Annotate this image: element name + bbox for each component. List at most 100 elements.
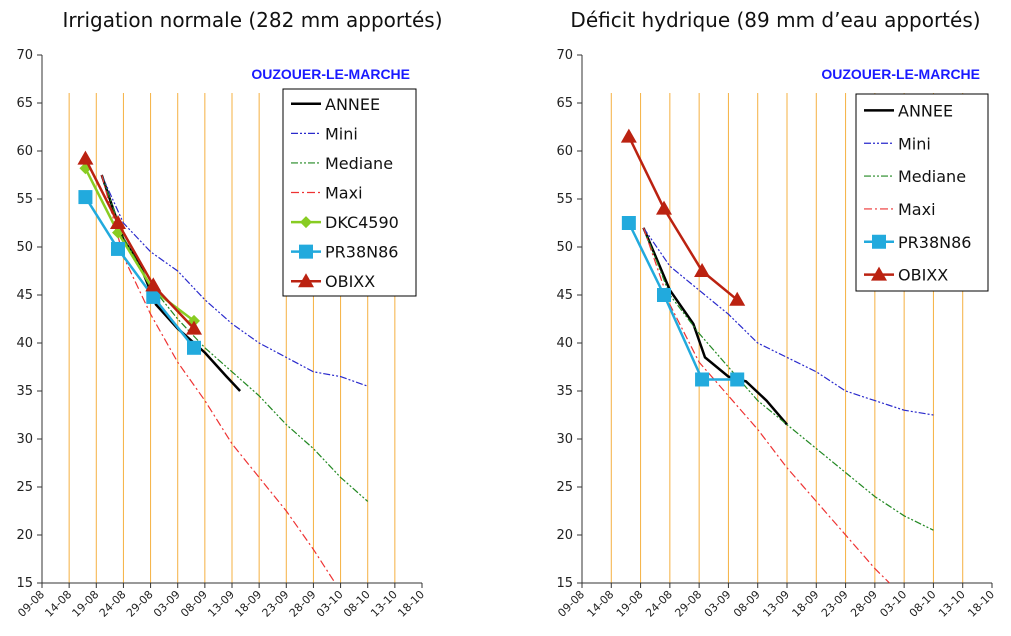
x-tick-label: 29-08: [672, 588, 704, 620]
chart-svg: 15202530354045505560657009-0814-0819-082…: [15, 48, 427, 620]
x-tick-label: 24-08: [97, 588, 129, 620]
point-marker: [186, 320, 202, 335]
y-tick-label: 60: [16, 144, 33, 159]
y-tick-label: 30: [16, 432, 33, 447]
x-tick-label: 08-10: [341, 588, 373, 620]
chart-title: Déficit hydrique (89 mm d’eau apportés): [570, 8, 981, 32]
point-marker: [657, 288, 671, 302]
x-tick-label: 18-09: [232, 588, 264, 620]
legend-label: Mini: [898, 134, 931, 153]
series-line: [101, 174, 368, 387]
x-tick-label: 08-09: [731, 588, 763, 620]
point-marker: [694, 263, 711, 277]
station-label: OUZOUER-LE-MARCHE: [251, 66, 410, 82]
series-line: [642, 227, 890, 584]
chart-svg: 15202530354045505560657009-0814-0819-082…: [555, 48, 997, 620]
point-marker: [77, 150, 94, 165]
point-marker: [730, 372, 745, 387]
x-tick-label: 14-08: [42, 588, 74, 620]
x-tick-label: 29-08: [124, 588, 156, 620]
point-marker: [145, 277, 162, 292]
legend-label: ANNEE: [898, 101, 953, 120]
x-tick-label: 14-08: [585, 588, 617, 620]
point-marker: [187, 340, 201, 355]
series-line: [84, 158, 195, 330]
series-line: [84, 196, 195, 349]
point-marker: [872, 234, 886, 249]
y-tick-label: 35: [16, 384, 33, 399]
legend-box: [282, 88, 417, 297]
y-tick-label: 50: [16, 240, 33, 255]
point-marker: [729, 291, 746, 306]
y-tick-label: 15: [556, 576, 573, 591]
chart-panel-irrigation: Irrigation normale (282 mm apportés) 15 2…: [0, 0, 505, 636]
series-line: [100, 174, 242, 392]
y-tick-label: 70: [16, 48, 33, 63]
x-tick-label: 18-10: [965, 588, 997, 620]
y-tick-label: 65: [556, 96, 573, 111]
x-tick-label: 28-09: [848, 588, 880, 620]
x-tick-label: 03-09: [702, 588, 734, 620]
x-tick-label: 08-10: [907, 588, 939, 620]
legend-label: Mediane: [898, 167, 966, 186]
x-tick-label: 09-08: [555, 588, 587, 620]
point-marker: [621, 216, 636, 230]
legend-label: Mini: [325, 124, 358, 143]
x-tick-label: 19-08: [70, 588, 102, 620]
x-tick-label: 09-08: [15, 588, 47, 620]
y-tick-label: 25: [16, 480, 33, 495]
x-tick-label: 13-10: [936, 588, 968, 620]
point-marker: [111, 241, 125, 256]
x-tick-label: 13-09: [205, 588, 237, 620]
x-tick-label: 03-10: [314, 588, 346, 620]
x-tick-label: 13-09: [760, 588, 792, 620]
y-tick-label: 45: [556, 288, 573, 303]
station-label: OUZOUER-LE-MARCHE: [821, 66, 980, 82]
series-line: [642, 227, 788, 426]
legend-label: Maxi: [325, 184, 363, 203]
y-tick-label: 30: [556, 432, 573, 447]
x-tick-label: 19-08: [614, 588, 646, 620]
point-marker: [300, 216, 312, 229]
series-line: [627, 222, 738, 381]
y-tick-label: 15: [16, 576, 33, 591]
point-marker: [656, 200, 672, 215]
y-tick-label: 45: [16, 288, 33, 303]
series-line: [642, 227, 934, 531]
y-tick-label: 35: [556, 384, 573, 399]
point-marker: [298, 273, 314, 288]
x-tick-label: 23-09: [260, 588, 292, 620]
series-line: [643, 227, 934, 416]
legend-label: OBIXX: [325, 272, 375, 291]
point-marker: [146, 289, 161, 304]
y-tick-label: 20: [556, 528, 573, 543]
x-tick-label: 13-10: [368, 588, 400, 620]
x-tick-label: 03-09: [151, 588, 183, 620]
y-tick-label: 70: [556, 48, 573, 63]
y-tick-label: 40: [556, 336, 573, 351]
point-marker: [78, 190, 93, 205]
point-marker: [299, 244, 313, 259]
x-tick-label: 08-09: [178, 588, 210, 620]
x-tick-label: 03-10: [877, 588, 909, 620]
x-tick-label: 18-10: [395, 588, 427, 620]
y-tick-label: 25: [556, 480, 573, 495]
y-tick-label: 40: [16, 336, 33, 351]
x-tick-label: 23-09: [819, 588, 851, 620]
legend-label: PR38N86: [898, 233, 971, 252]
x-tick-label: 28-09: [287, 588, 319, 620]
x-tick-label: 18-09: [790, 588, 822, 620]
point-marker: [695, 372, 710, 387]
series-line: [627, 136, 738, 301]
y-tick-label: 55: [16, 192, 33, 207]
point-marker: [871, 266, 887, 281]
chart-panel-deficit: Déficit hydrique (89 mm d’eau apportés) …: [540, 0, 1011, 636]
y-tick-label: 50: [556, 240, 573, 255]
x-tick-label: 24-08: [643, 588, 675, 620]
legend-box: [855, 93, 989, 292]
legend-label: ANNEE: [325, 95, 380, 114]
y-tick-label: 55: [556, 192, 573, 207]
point-marker: [620, 128, 637, 143]
y-tick-label: 20: [16, 528, 33, 543]
legend-label: OBIXX: [898, 266, 948, 285]
